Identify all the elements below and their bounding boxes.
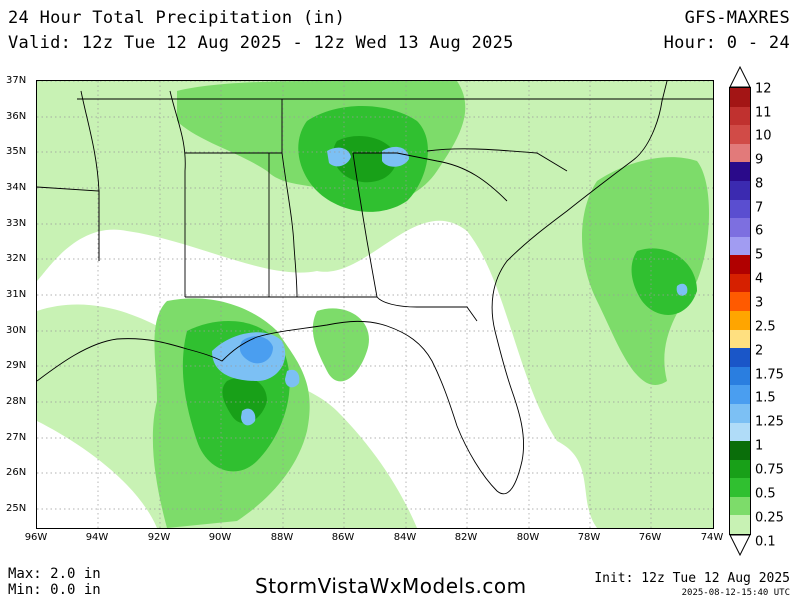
precip-fill [37,81,713,528]
colorbar-cell [730,106,750,126]
lon-label: 74W [700,532,724,543]
map-canvas [37,81,713,528]
colorbar-label: 1.5 [755,390,776,406]
lat-label: 36N [6,111,27,122]
colorbar-top-arrow [729,66,751,88]
lon-label: 84W [393,532,417,543]
lat-lon-grid [37,81,713,528]
colorbar-label: 8 [755,176,764,192]
brand-url: StormVistaWxModels.com [255,574,527,598]
colorbar-label: 1 [755,438,764,454]
colorbar-bottom-arrow [729,534,751,556]
colorbar-label: 0.1 [755,534,776,550]
colorbar-cell [730,218,750,238]
lat-label: 30N [6,325,27,336]
lon-label: 80W [516,532,540,543]
colorbar-label: 0.5 [755,486,776,502]
colorbar-label: 1.25 [755,414,784,430]
colorbar-cell [730,125,750,145]
colorbar-label: 2.5 [755,319,776,335]
colorbar-label: 3 [755,295,764,311]
lat-label: 29N [6,360,27,371]
boundaries [37,81,713,495]
lat-label: 37N [6,75,27,86]
colorbar-label: 0.75 [755,462,784,478]
lat-label: 31N [6,289,27,300]
colorbar-cell [730,255,750,275]
colorbar-cell [730,273,750,293]
colorbar-label: 7 [755,200,764,216]
colorbar-cell [730,88,750,108]
colorbar-label: 1.75 [755,367,784,383]
lat-label: 32N [6,253,27,264]
colorbar [729,87,751,535]
colorbar-label: 4 [755,271,764,287]
colorbar-cell [730,199,750,219]
colorbar-cell [730,422,750,442]
lon-label: 86W [331,532,355,543]
precip-map [36,80,714,529]
lon-label: 88W [270,532,294,543]
colorbar-cell [730,459,750,479]
colorbar-cell [730,180,750,200]
lat-label: 26N [6,467,27,478]
lon-label: 78W [577,532,601,543]
lon-label: 96W [24,532,48,543]
valid-period: Valid: 12z Tue 12 Aug 2025 - 12z Wed 13 … [8,33,514,53]
lon-label: 94W [85,532,109,543]
generated-timestamp: 2025-08-12-15:40 UTC [681,588,790,598]
colorbar-label: 6 [755,223,764,239]
colorbar-label: 2 [755,343,764,359]
colorbar-cell [730,385,750,405]
min-value: Min: 0.0 in [8,582,101,598]
colorbar-cell [730,162,750,182]
colorbar-label: 12 [755,81,772,97]
lon-label: 90W [208,532,232,543]
colorbar-cell [730,236,750,256]
lat-label: 34N [6,182,27,193]
lon-label: 82W [454,532,478,543]
colorbar-cell [730,143,750,163]
colorbar-cell [730,496,750,516]
colorbar-cell [730,311,750,331]
colorbar-label: 10 [755,128,772,144]
lat-label: 33N [6,218,27,229]
lat-label: 28N [6,396,27,407]
lat-label: 35N [6,146,27,157]
colorbar-cell [730,366,750,386]
model-name: GFS-MAXRES [684,8,790,28]
colorbar-cell [730,478,750,498]
colorbar-cell [730,515,750,535]
colorbar-cell [730,329,750,349]
colorbar-cell [730,441,750,461]
lon-label: 76W [638,532,662,543]
lat-label: 25N [6,503,27,514]
colorbar-label: 0.25 [755,510,784,526]
chart-title: 24 Hour Total Precipitation (in) [8,8,346,28]
colorbar-label: 11 [755,105,772,121]
lat-label: 27N [6,432,27,443]
colorbar-cell [730,403,750,423]
colorbar-label: 9 [755,152,764,168]
colorbar-cell [730,348,750,368]
colorbar-label: 5 [755,247,764,263]
max-value: Max: 2.0 in [8,566,101,582]
init-time: Init: 12z Tue 12 Aug 2025 [594,571,790,586]
forecast-hour: Hour: 0 - 24 [663,33,790,53]
colorbar-cell [730,292,750,312]
lon-label: 92W [147,532,171,543]
